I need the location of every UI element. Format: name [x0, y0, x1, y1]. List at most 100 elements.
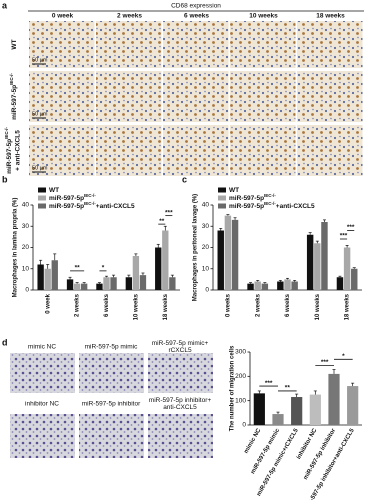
- bar: [51, 260, 58, 290]
- migration-image: [79, 414, 144, 458]
- bar: [291, 397, 303, 425]
- bar: [66, 279, 74, 290]
- x-tick-label: mimic NC: [243, 427, 262, 455]
- bar: [224, 215, 232, 290]
- y-axis-label: Macrophages in peritoneal lavage (%): [193, 194, 199, 301]
- micrograph: [29, 21, 95, 68]
- migration-image: [79, 353, 144, 393]
- legend-label: WT: [49, 187, 59, 194]
- legend-sup: IEC-/-: [84, 193, 96, 198]
- scale-bar-label: 50 μm: [32, 165, 48, 171]
- y-tick-label: 10: [22, 265, 30, 272]
- bar: [254, 281, 261, 290]
- bar: [44, 268, 51, 290]
- scale-bar-label: 50 μm: [32, 57, 48, 63]
- legend-suffix: +anti-CXCL5: [276, 203, 315, 210]
- bar: [169, 277, 176, 290]
- significance-label: ***: [265, 380, 273, 387]
- bar: [336, 277, 344, 290]
- y-tick-label: 30: [202, 223, 210, 230]
- row-label: miR-597-5pIEC-/-: [9, 73, 18, 120]
- micrograph: [96, 125, 162, 176]
- bar: [277, 281, 284, 290]
- legend-sup: IEC-/-: [264, 201, 276, 206]
- bar: [125, 277, 133, 290]
- bar: [309, 394, 321, 425]
- bar: [253, 393, 265, 425]
- migration-image: [10, 414, 75, 458]
- y-axis-label: The number of migration cells: [230, 345, 236, 431]
- y-tick-label: 100: [235, 397, 246, 404]
- row-label-suffix: + anti-CXCL5: [15, 130, 22, 171]
- column-label: 10 weeks: [249, 13, 278, 20]
- x-tick-label: 6 weeks: [285, 293, 291, 317]
- x-tick-label: 2 weeks: [75, 293, 81, 317]
- bar: [347, 386, 359, 425]
- x-tick-label: 2 weeks: [255, 293, 261, 317]
- image-label: miR-597-5p mimic: [85, 344, 138, 351]
- x-tick-label: 0 weeks: [225, 293, 231, 317]
- y-tick-label: 20: [22, 244, 30, 251]
- micrograph: [230, 125, 296, 176]
- legend-label: miR-597-5pIEC-/-+anti-CXCL5: [49, 201, 135, 210]
- scale-bar-label: 50 μm: [32, 111, 48, 117]
- bar: [261, 283, 269, 290]
- micrograph: [297, 71, 363, 122]
- bar: [80, 283, 88, 290]
- y-tick-label: 0: [242, 422, 246, 429]
- micrograph: [297, 125, 363, 176]
- significance-label: ***: [165, 209, 173, 216]
- micrograph: [230, 71, 296, 122]
- y-tick-label: 10: [202, 265, 210, 272]
- panel-letter: b: [2, 174, 8, 184]
- row-label: WT: [11, 39, 18, 49]
- bar: [103, 277, 110, 290]
- row-label-sup: IEC-/-: [4, 127, 9, 139]
- migration-image: [10, 353, 75, 393]
- y-axis-label: Macrophages in lamina propria (%): [13, 198, 19, 298]
- legend-label: miR-597-5pIEC-/-: [49, 193, 96, 202]
- row-label: miR-597-5pIEC-/-: [4, 127, 13, 174]
- panel-letter: c: [182, 174, 187, 184]
- panel-letter: a: [2, 0, 8, 10]
- bar: [291, 281, 298, 290]
- row-label-main: WT: [11, 39, 18, 49]
- legend-swatch: [38, 195, 46, 201]
- bar: [162, 230, 169, 290]
- bar: [247, 283, 254, 290]
- row-label-main: miR-597-5p: [6, 139, 13, 174]
- legend-swatch: [38, 187, 46, 193]
- micrograph: [96, 21, 162, 68]
- micrograph: [163, 125, 229, 176]
- row-label-main: miR-597-5p: [11, 85, 18, 120]
- image-label: miR-597-5p inhibitor+: [149, 397, 212, 404]
- legend-swatch: [218, 187, 226, 193]
- legend-label: miR-597-5pIEC-/-+anti-CXCL5: [229, 201, 315, 210]
- significance-label: **: [285, 385, 291, 392]
- bar: [314, 243, 321, 290]
- y-tick-label: 0: [25, 287, 29, 294]
- bar: [343, 247, 351, 290]
- legend-suffix: +anti-CXCL5: [96, 203, 135, 210]
- x-tick-label: 18 weeks: [345, 293, 351, 320]
- bar: [328, 373, 340, 425]
- grid-title: CD68 expression: [171, 3, 221, 10]
- bar: [73, 283, 81, 290]
- bar: [272, 414, 284, 425]
- legend-label: miR-597-5pIEC-/-: [229, 193, 276, 202]
- bar: [351, 268, 358, 290]
- bar: [217, 230, 224, 290]
- x-tick-label: 10 weeks: [133, 293, 139, 320]
- y-tick-label: 20: [202, 244, 210, 251]
- micrograph: [230, 21, 296, 68]
- legend-name: WT: [229, 187, 239, 194]
- micrograph: [297, 21, 363, 68]
- image-label: mimic NC: [28, 344, 56, 351]
- legend-name: WT: [49, 187, 59, 194]
- significance-label: ***: [340, 233, 348, 240]
- migration-image: [148, 353, 213, 393]
- bar: [139, 275, 147, 290]
- bar: [284, 279, 291, 290]
